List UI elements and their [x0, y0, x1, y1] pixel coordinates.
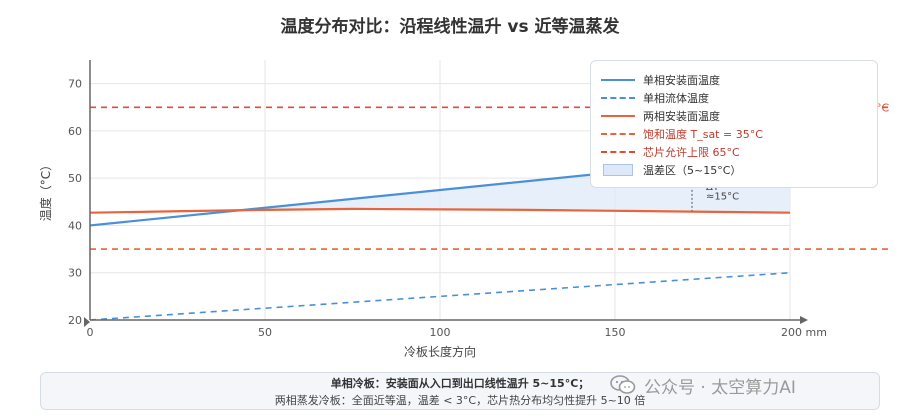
legend-label: 单相安装面温度 [643, 74, 720, 87]
legend-swatch [601, 146, 635, 158]
legend-label: 两相安装面温度 [643, 110, 720, 123]
legend-swatch [601, 110, 635, 122]
legend-label: 单相流体温度 [643, 92, 709, 105]
y-tick-label: 30 [68, 267, 82, 280]
chart-legend: 单相安装面温度 单相流体温度 两相安装面温度 饱和温度 T_sat = 35°C… [590, 60, 878, 188]
legend-item-tsat: 饱和温度 T_sat = 35°C [601, 125, 867, 143]
y-tick-label: 60 [68, 125, 82, 138]
chip-limit-edge-label: °C [876, 101, 890, 114]
watermark-text: 公众号 · 太空算力AI [644, 377, 796, 398]
legend-item-chip-limit: 芯片允许上限 65°C [601, 143, 867, 161]
chart-title: 温度分布对比：沿程线性温升 vs 近等温蒸发 [280, 16, 620, 37]
origin-arrow [84, 317, 90, 327]
legend-swatch [601, 128, 635, 140]
y-tick-label: 50 [68, 172, 82, 185]
legend-swatch [601, 164, 635, 176]
footnote-line-2: 两相蒸发冷板：全面近等温，温差 < 3°C，芯片热分布均匀性提升 5~10 倍 [274, 394, 646, 407]
x-axis-arrow [800, 316, 808, 324]
legend-swatch [601, 74, 635, 86]
series-line-1 [89, 271, 791, 321]
legend-label: 温差区（5~15°C） [643, 164, 742, 177]
wechat-icon [610, 375, 636, 395]
y-tick-label: 20 [68, 314, 82, 327]
series-line-2 [89, 207, 791, 214]
x-tick-label: 150 [605, 326, 626, 339]
legend-item-single-fluid: 单相流体温度 [601, 89, 867, 107]
axes [84, 60, 808, 327]
x-tick-label: 0 [87, 326, 94, 339]
delta-annotation: ≈15°C [706, 191, 739, 202]
x-tick-label: 200 mm [781, 326, 827, 339]
y-axis-label: 温度（°C） [38, 159, 53, 221]
x-tick-label: 50 [258, 326, 272, 339]
y-tick-label: 70 [68, 78, 82, 91]
watermark: 公众号 · 太空算力AI [610, 373, 890, 398]
ticks: 20 30 40 50 60 70 0 50 100 150 200 mm [68, 78, 827, 339]
x-tick-label: 100 [430, 326, 451, 339]
legend-swatch [601, 92, 635, 104]
x-axis-label: 冷板长度方向 [404, 344, 476, 359]
legend-item-band: 温差区（5~15°C） [601, 161, 867, 179]
footnote-box: 单相冷板：安装面从入口到出口线性温升 5~15°C； 两相蒸发冷板：全面近等温，… [40, 372, 880, 410]
legend-item-single-surface: 单相安装面温度 [601, 71, 867, 89]
legend-label: 饱和温度 T_sat = 35°C [643, 128, 763, 141]
legend-label: 芯片允许上限 65°C [643, 146, 740, 159]
y-tick-label: 40 [68, 219, 82, 232]
legend-item-two-phase-surface: 两相安装面温度 [601, 107, 867, 125]
footnote-line-1: 单相冷板：安装面从入口到出口线性温升 5~15°C； [330, 377, 590, 390]
